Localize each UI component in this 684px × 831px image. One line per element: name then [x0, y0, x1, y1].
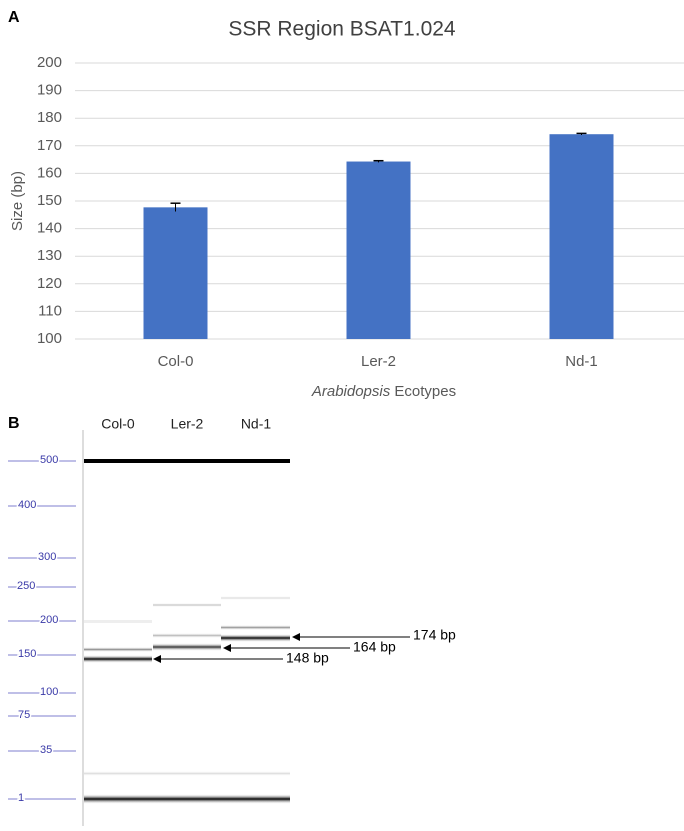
y-tick-label: 130	[37, 247, 62, 264]
y-tick-label: 100	[37, 330, 62, 347]
band	[153, 603, 221, 607]
ladder-label: 1	[18, 792, 24, 804]
x-axis-label-italic: Arabidopsis	[311, 383, 391, 400]
band	[221, 634, 290, 642]
lane-label: Col-0	[101, 416, 135, 432]
x-tick-label: Ler-2	[361, 353, 396, 370]
y-tick-label: 200	[37, 54, 62, 71]
bar	[347, 162, 411, 339]
panel-label: A	[8, 9, 20, 26]
x-tick-label: Col-0	[158, 353, 194, 370]
ladder-label: 100	[40, 686, 58, 698]
band	[84, 794, 290, 804]
y-axis-label: Size (bp)	[9, 171, 26, 231]
y-tick-label: 160	[37, 164, 62, 181]
band	[84, 459, 290, 463]
annotation: 174 bp	[413, 627, 456, 643]
band	[84, 655, 152, 663]
band	[153, 643, 221, 651]
x-axis-label-text: Ecotypes	[394, 383, 456, 400]
panel-label: B	[8, 415, 20, 432]
annotation: 148 bp	[286, 650, 329, 666]
ladder-label: 250	[17, 580, 35, 592]
annotation: 164 bp	[353, 639, 396, 655]
ladder-label: 35	[40, 744, 52, 756]
ladder-label: 500	[40, 454, 58, 466]
lane-label: Ler-2	[171, 416, 204, 432]
y-tick-label: 140	[37, 220, 62, 237]
chart-title: SSR Region BSAT1.024	[228, 18, 456, 41]
y-tick-label: 170	[37, 137, 62, 154]
band	[153, 633, 221, 638]
band	[221, 625, 290, 630]
ladder-label: 200	[40, 614, 58, 626]
y-tick-label: 180	[37, 109, 62, 126]
band	[84, 647, 152, 652]
y-tick-label: 120	[37, 275, 62, 292]
x-tick-label: Nd-1	[565, 353, 598, 370]
y-tick-label: 190	[37, 82, 62, 99]
bands	[84, 459, 290, 804]
ladder-label: 150	[18, 648, 36, 660]
band	[221, 596, 290, 600]
band	[84, 771, 290, 776]
figure: A B SSR Region BSAT1.024 Size (bp) Arabi…	[0, 0, 684, 826]
y-tick-label: 150	[37, 192, 62, 209]
gel: 174 bp 164 bp 148 bp Col-0 Ler-2 Nd-1 500 40…	[8, 416, 456, 826]
x-axis-label: Arabidopsis Ecotypes	[311, 383, 456, 400]
ladder-label: 300	[38, 551, 56, 563]
y-tick-label: 110	[38, 302, 62, 319]
bar	[550, 134, 614, 339]
ladder-label: 400	[18, 499, 36, 511]
bar	[144, 207, 208, 339]
ladder-label: 75	[18, 709, 30, 721]
lane-label: Nd-1	[241, 416, 272, 432]
band	[84, 620, 152, 623]
